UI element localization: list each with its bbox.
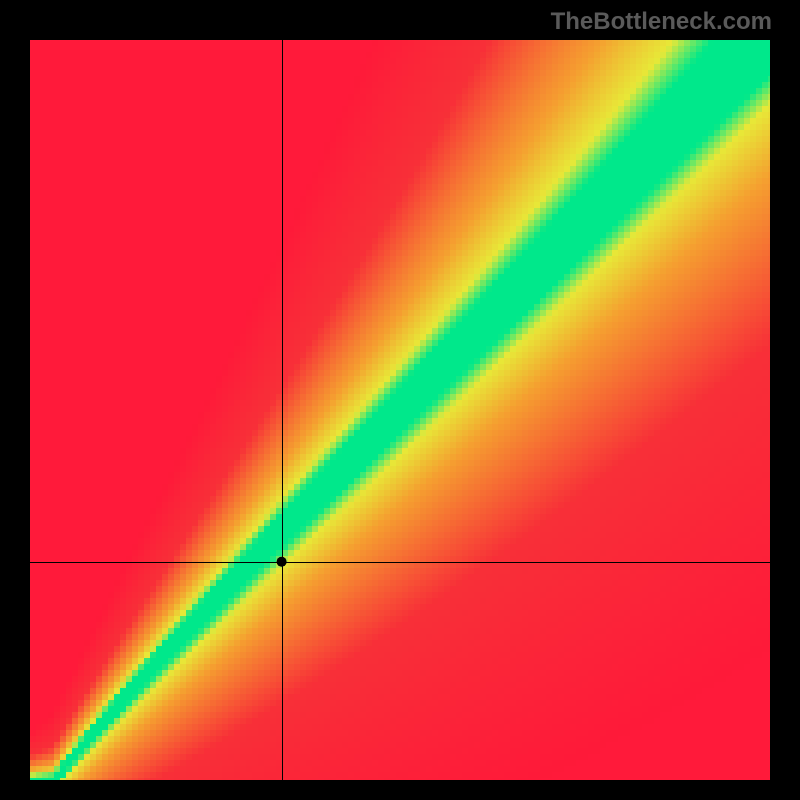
bottleneck-heatmap [30, 40, 770, 780]
chart-container: TheBottleneck.com [0, 0, 800, 800]
watermark-text: TheBottleneck.com [551, 8, 772, 36]
